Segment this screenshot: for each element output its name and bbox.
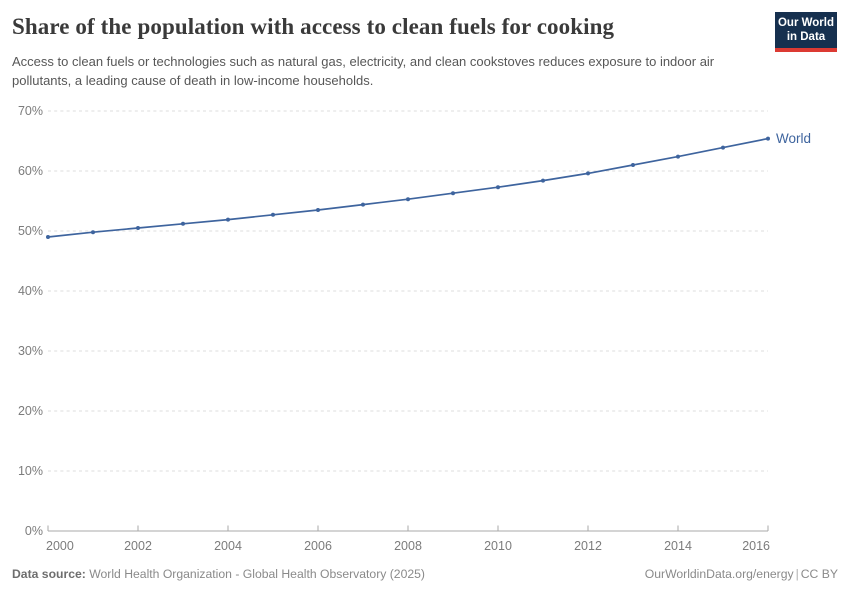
y-axis-tick-label: 10% bbox=[18, 464, 43, 478]
y-axis-tick-label: 70% bbox=[18, 104, 43, 118]
data-point bbox=[91, 230, 95, 235]
y-axis-tick-label: 20% bbox=[18, 404, 43, 418]
y-axis-tick-label: 60% bbox=[18, 164, 43, 178]
x-axis-tick-label: 2012 bbox=[574, 539, 602, 553]
data-point bbox=[766, 136, 770, 141]
y-axis-tick-label: 30% bbox=[18, 344, 43, 358]
license-label: CC BY bbox=[800, 567, 838, 581]
data-point bbox=[721, 145, 725, 150]
data-point bbox=[406, 197, 410, 202]
series-label: World bbox=[776, 131, 811, 146]
data-source-label: Data source: bbox=[12, 567, 86, 581]
y-axis-tick-label: 40% bbox=[18, 284, 43, 298]
owid-url: OurWorldinData.org/energy bbox=[644, 567, 794, 581]
data-point bbox=[586, 171, 590, 176]
data-source: Data source: World Health Organization -… bbox=[12, 567, 425, 581]
data-point bbox=[361, 202, 365, 207]
data-source-text: World Health Organization - Global Healt… bbox=[89, 567, 425, 581]
x-axis-tick-label: 2004 bbox=[214, 539, 242, 553]
data-point bbox=[271, 212, 275, 217]
attribution: OurWorldinData.org/energy | CC BY bbox=[645, 567, 838, 581]
x-axis-tick-label: 2014 bbox=[664, 539, 692, 553]
data-point bbox=[46, 235, 50, 239]
chart-footer: Data source: World Health Organization -… bbox=[0, 567, 850, 581]
data-point bbox=[631, 163, 635, 167]
x-axis-tick-label: 2016 bbox=[742, 539, 770, 553]
data-point bbox=[496, 185, 500, 190]
chart-subtitle: Access to clean fuels or technologies su… bbox=[12, 54, 715, 88]
owid-logo-line1: Our World bbox=[777, 17, 834, 29]
data-point bbox=[226, 217, 230, 222]
owid-logo: Our World in Data bbox=[775, 12, 837, 52]
x-axis-tick-label: 2002 bbox=[124, 539, 152, 553]
data-point bbox=[541, 178, 545, 183]
x-axis-tick-label: 2000 bbox=[46, 539, 74, 553]
y-axis-tick-label: 50% bbox=[18, 224, 43, 238]
data-point bbox=[181, 221, 185, 226]
data-line-world bbox=[47, 137, 769, 238]
attribution-separator: | bbox=[795, 567, 799, 581]
data-point bbox=[451, 191, 455, 196]
y-axis-tick-label: 0% bbox=[25, 524, 43, 538]
data-point bbox=[136, 226, 140, 230]
data-point bbox=[316, 208, 320, 212]
chart-title: Share of the population with access to c… bbox=[12, 14, 615, 39]
x-axis-tick-label: 2008 bbox=[394, 539, 422, 553]
owid-logo-line2: in Data bbox=[786, 30, 826, 43]
data-point bbox=[676, 154, 680, 159]
x-axis-tick-label: 2006 bbox=[304, 539, 332, 553]
x-axis-tick-label: 2010 bbox=[484, 539, 512, 553]
